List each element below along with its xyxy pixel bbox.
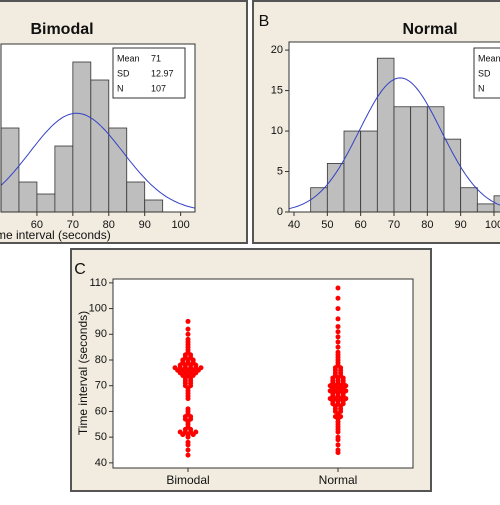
dot xyxy=(335,306,341,312)
bar xyxy=(126,181,146,213)
dot xyxy=(172,365,178,371)
dot xyxy=(335,442,341,448)
stats-value: 71 xyxy=(151,53,161,63)
dot xyxy=(335,334,341,340)
bar xyxy=(460,187,478,213)
dot xyxy=(185,336,191,342)
y-tick-label: 90 xyxy=(95,328,107,340)
x-tick-label: 90 xyxy=(139,219,151,231)
dot xyxy=(335,344,341,350)
y-tick-label: 50 xyxy=(95,431,107,443)
y-tick-label: 70 xyxy=(95,380,107,392)
stats-label: SD xyxy=(117,68,130,78)
x-tick-label: 100 xyxy=(171,219,189,231)
dot xyxy=(335,447,341,453)
plot-area xyxy=(112,278,414,469)
dot xyxy=(177,429,183,435)
bar xyxy=(0,127,20,213)
bar xyxy=(310,187,328,213)
dot xyxy=(185,331,191,337)
dot xyxy=(185,406,191,412)
bar xyxy=(393,106,412,213)
x-tick-label: 40 xyxy=(288,219,300,231)
panel-a: Bimodal ime interval (seconds) 60 70 80 90 1… xyxy=(0,0,248,244)
panel-title: Bimodal xyxy=(30,21,93,38)
stats-label: N xyxy=(117,83,124,93)
panel-label: C xyxy=(74,261,86,278)
y-tick-label: 5 xyxy=(277,165,283,177)
y-tick-label: 80 xyxy=(95,354,107,366)
y-tick-label: 40 xyxy=(95,457,107,469)
fit-curve xyxy=(288,77,500,210)
x-tick-label: 80 xyxy=(421,219,433,231)
bar xyxy=(54,145,74,213)
x-tick-label: 60 xyxy=(355,219,367,231)
plot-frame xyxy=(0,43,196,213)
x-tick-label: 60 xyxy=(31,219,43,231)
stats-box xyxy=(473,47,500,99)
stats-label: Mean xyxy=(478,53,500,63)
stats-value: 12.97 xyxy=(151,68,174,78)
dot xyxy=(185,318,191,324)
y-tick-label: 10 xyxy=(271,125,283,137)
dot xyxy=(198,365,204,371)
dot xyxy=(335,339,341,345)
y-axis-label: Time interval (seconds) xyxy=(76,311,90,435)
bar xyxy=(476,203,495,213)
y-tick-label: 20 xyxy=(271,44,283,56)
x-tick-label: 70 xyxy=(388,219,400,231)
bar xyxy=(343,130,362,213)
bar xyxy=(410,106,428,213)
y-tick-label: 60 xyxy=(95,405,107,417)
y-tick-label: 15 xyxy=(271,84,283,96)
x-tick-label: 90 xyxy=(455,219,467,231)
dot xyxy=(335,295,341,301)
bar xyxy=(144,199,164,213)
bar xyxy=(426,106,445,213)
y-tick-label: 100 xyxy=(89,302,107,314)
bar xyxy=(360,130,378,213)
bar xyxy=(443,138,462,213)
panel-label: B xyxy=(259,13,270,30)
stats-label: SD xyxy=(478,68,491,78)
dot xyxy=(335,316,341,322)
dot xyxy=(185,326,191,332)
bar xyxy=(326,163,345,213)
bar xyxy=(108,127,128,213)
dot xyxy=(335,434,341,440)
y-tick-label: 0 xyxy=(277,206,283,218)
stats-label: Mean xyxy=(117,53,140,63)
x-tick-label: Normal xyxy=(319,473,358,487)
dot xyxy=(335,285,341,291)
x-axis-label: ime interval (seconds) xyxy=(0,228,111,242)
dot xyxy=(185,452,191,458)
x-tick-label: Bimodal xyxy=(166,473,209,487)
panel-b: B Normal 40 50 60 70 80 90 100 0 5 10 15 20 Mean SD N xyxy=(252,0,500,244)
dot xyxy=(185,439,191,445)
y-tick-label: 110 xyxy=(89,277,107,289)
bar xyxy=(36,193,56,213)
stats-label: N xyxy=(478,83,485,93)
x-tick-label: 80 xyxy=(103,219,115,231)
bar xyxy=(18,181,38,213)
bar xyxy=(90,79,110,213)
bar xyxy=(72,61,92,213)
x-tick-label: 100 xyxy=(485,219,500,231)
fit-curve xyxy=(0,112,196,209)
panel-title: Normal xyxy=(402,21,457,38)
stats-box xyxy=(112,47,186,99)
dot xyxy=(193,429,199,435)
dot xyxy=(185,447,191,453)
x-tick-label: 70 xyxy=(67,219,79,231)
stats-value: 107 xyxy=(151,83,166,93)
dot xyxy=(335,349,341,355)
x-tick-label: 50 xyxy=(321,219,333,231)
plot-frame xyxy=(288,41,500,213)
dot xyxy=(335,324,341,330)
dot xyxy=(335,329,341,335)
panel-c: C Time interval (seconds) 40 50 60 70 80 90 10… xyxy=(70,248,432,492)
